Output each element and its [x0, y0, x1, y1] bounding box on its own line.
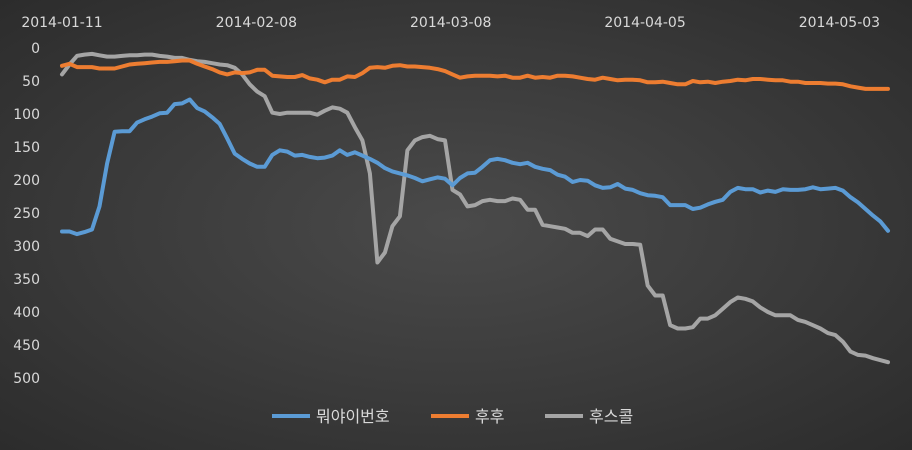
legend-label-1: 후후	[475, 407, 504, 426]
y-axis-tick-labels: 0 50 100 150 200 250 300 350 400 450 500	[13, 41, 40, 387]
x-tick-label: 2014-04-05	[604, 15, 685, 31]
series-line-2	[60, 51, 890, 365]
y-tick-label: 150	[13, 140, 40, 156]
y-tick-label: 500	[13, 371, 40, 387]
series-line-0	[60, 97, 890, 237]
y-tick-label: 450	[13, 338, 40, 354]
series-line-1	[60, 58, 890, 91]
y-tick-label: 250	[13, 206, 40, 222]
y-tick-label: 400	[13, 305, 40, 321]
x-axis-tick-labels: 2014-01-11 2014-02-08 2014-03-08 2014-04-05…	[21, 15, 880, 31]
x-tick-label: 2014-02-08	[216, 15, 297, 31]
x-tick-label: 2014-03-08	[410, 15, 491, 31]
y-tick-label: 100	[13, 107, 40, 123]
series-lines	[60, 51, 890, 365]
y-tick-label: 200	[13, 173, 40, 189]
x-tick-label: 2014-05-03	[799, 15, 880, 31]
legend-label-2: 후스콜	[589, 407, 633, 426]
y-tick-label: 300	[13, 239, 40, 255]
x-tick-label: 2014-01-11	[21, 15, 102, 31]
y-tick-label: 0	[31, 41, 40, 57]
y-tick-label: 50	[22, 74, 40, 90]
legend-label-0: 뭐야이번호	[316, 407, 390, 426]
y-tick-label: 350	[13, 272, 40, 288]
legend: 뭐야이번호 후후 후스콜	[272, 407, 633, 426]
